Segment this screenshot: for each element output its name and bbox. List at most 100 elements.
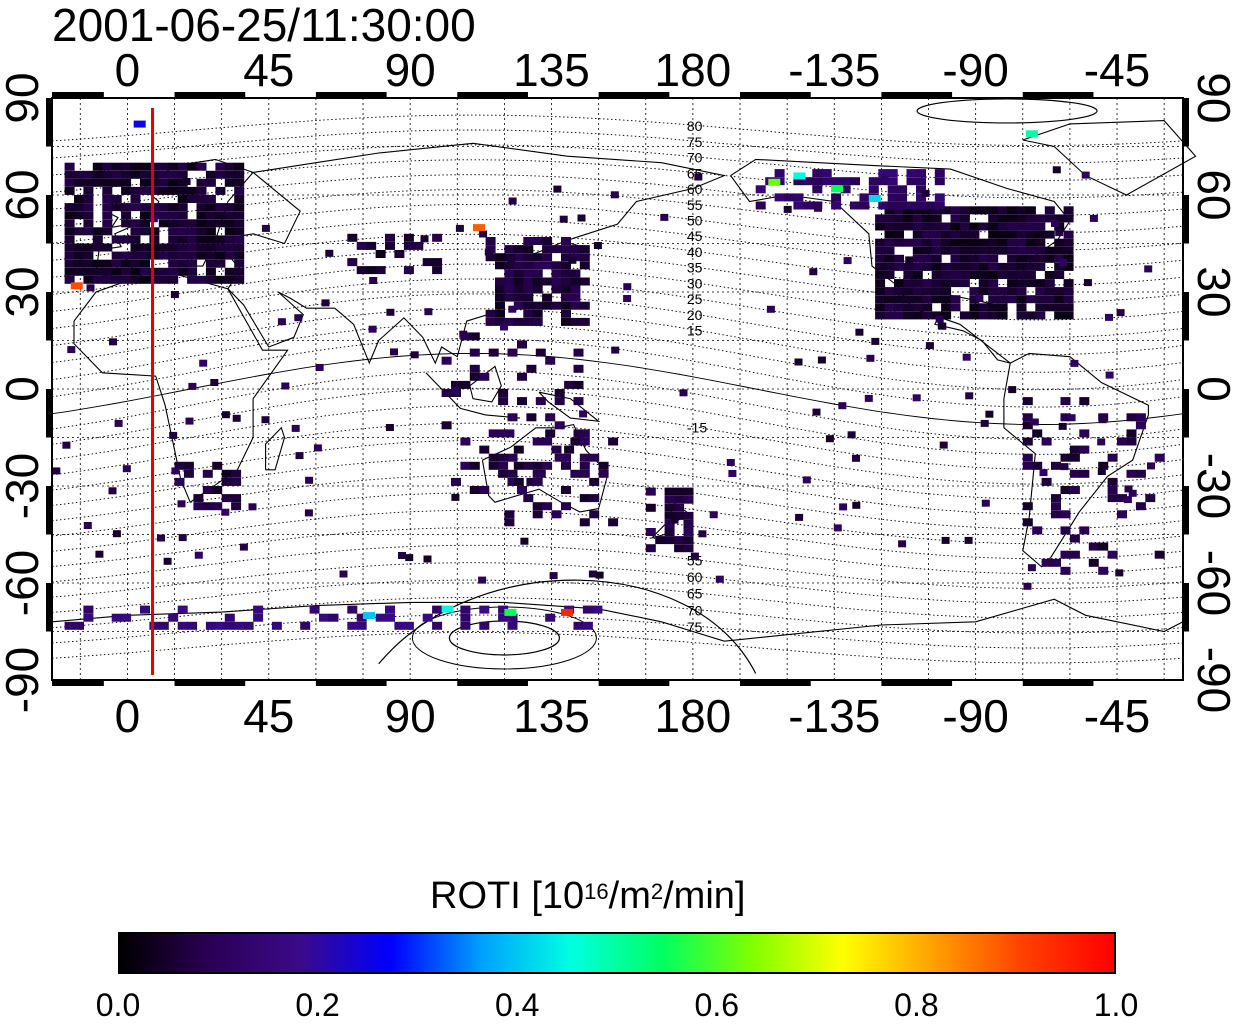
- roti-cell: [140, 211, 150, 220]
- roti-cell: [840, 177, 851, 186]
- roti-cell: [460, 380, 471, 389]
- roti-cell: [478, 576, 487, 584]
- roti-cell: [1060, 463, 1069, 471]
- roti-cell: [168, 227, 179, 236]
- roti-cell: [130, 203, 141, 212]
- roti-cell: [884, 262, 895, 271]
- roti-cell: [1154, 453, 1165, 462]
- roti-cell: [532, 301, 543, 310]
- roti-cell: [1083, 279, 1092, 287]
- roti-cell: [422, 613, 433, 622]
- roti-cell: [469, 461, 480, 470]
- roti-cell: [579, 518, 590, 527]
- roti-cell: [532, 253, 543, 262]
- roti-cell: [1007, 295, 1018, 304]
- roti-cell: [1022, 453, 1033, 462]
- roti-cell: [570, 301, 581, 310]
- roti-cell: [1063, 238, 1074, 247]
- roti-cell: [1035, 287, 1046, 296]
- roti-cell: [130, 243, 141, 252]
- x-tick-label-top: 180: [655, 44, 732, 96]
- roti-cell: [1107, 477, 1118, 486]
- roti-cell: [906, 169, 917, 178]
- roti-cell: [931, 206, 942, 215]
- roti-cell: [912, 394, 921, 402]
- roti-cell: [941, 271, 952, 279]
- roti-cell: [570, 285, 581, 294]
- roti-cell: [959, 230, 970, 239]
- roti-cell: [149, 186, 160, 195]
- roti-cell: [187, 195, 198, 203]
- roti-cell: [1054, 271, 1065, 279]
- roti-cell: [1044, 303, 1055, 312]
- roti-cell: [158, 275, 169, 284]
- world-map-plot: 8075706560555045403530252015-15556065707…: [0, 44, 1240, 742]
- roti-cell: [451, 477, 461, 486]
- roti-cell: [931, 279, 942, 288]
- roti-cell: [988, 230, 999, 239]
- roti-cell: [941, 206, 952, 215]
- roti-cell: [1025, 246, 1036, 255]
- roti-cell: [234, 170, 245, 179]
- frame-tick-bar-bottom: [52, 680, 104, 686]
- roti-cell: [1035, 230, 1046, 239]
- roti-cell: [1032, 429, 1043, 438]
- roti-cell: [231, 477, 242, 486]
- roti-cell: [1051, 558, 1061, 567]
- roti-cell: [551, 277, 562, 286]
- roti-cell: [130, 235, 141, 244]
- roti-cell: [375, 266, 386, 275]
- roti-cell: [921, 189, 930, 197]
- roti-cell: [479, 372, 490, 381]
- mlat-contour: [51, 492, 1184, 545]
- roti-cell: [385, 605, 395, 614]
- roti-cell: [774, 169, 785, 178]
- roti-cell: [140, 178, 150, 187]
- roti-cell: [157, 534, 165, 542]
- roti-cell: [1035, 222, 1046, 231]
- roti-cell: [561, 253, 571, 262]
- y-tick-label-right: -30: [1188, 453, 1240, 519]
- roti-cell: [149, 251, 160, 260]
- roti-cell: [542, 277, 553, 286]
- roti-cell: [158, 251, 169, 260]
- roti-cell: [504, 293, 515, 302]
- roti-cell: [561, 285, 571, 294]
- roti-cell: [1016, 246, 1027, 255]
- roti-cell: [894, 238, 904, 247]
- roti-cell: [432, 605, 443, 614]
- x-tick-label-bottom: -90: [942, 690, 1008, 742]
- frame-tick-bar-bottom: [457, 680, 528, 686]
- roti-cell: [504, 510, 515, 519]
- roti-cell: [978, 279, 989, 288]
- roti-cell: [234, 203, 245, 212]
- roti-cell: [86, 284, 95, 292]
- roti-cell: [922, 279, 933, 288]
- roti-cell: [579, 277, 590, 286]
- roti-cell: [573, 397, 584, 406]
- roti-cell: [498, 453, 509, 462]
- roti-cell: [1067, 414, 1076, 422]
- roti-cell: [573, 364, 584, 373]
- frame-tick-bar-right: [1183, 486, 1189, 535]
- roti-cell: [1022, 421, 1033, 430]
- coastline-13: [265, 426, 286, 471]
- roti-cell: [1016, 287, 1027, 296]
- frame-tick-bar-left: [46, 195, 52, 244]
- roti-cell: [253, 605, 264, 614]
- roti-cell: [812, 169, 823, 178]
- roti-cell: [356, 621, 367, 630]
- roti-cell: [912, 238, 923, 247]
- roti-cell: [423, 555, 432, 563]
- roti-cell: [517, 340, 527, 349]
- roti-cell: [887, 201, 898, 210]
- roti-cell: [959, 262, 970, 271]
- roti-cell: [582, 605, 593, 614]
- roti-cell: [912, 214, 923, 223]
- frame-tick-bar-top: [174, 92, 246, 98]
- roti-cell: [177, 203, 188, 212]
- roti-cell: [1007, 262, 1018, 271]
- roti-cell: [1069, 550, 1080, 559]
- roti-cell: [182, 178, 191, 185]
- roti-cell: [897, 185, 908, 194]
